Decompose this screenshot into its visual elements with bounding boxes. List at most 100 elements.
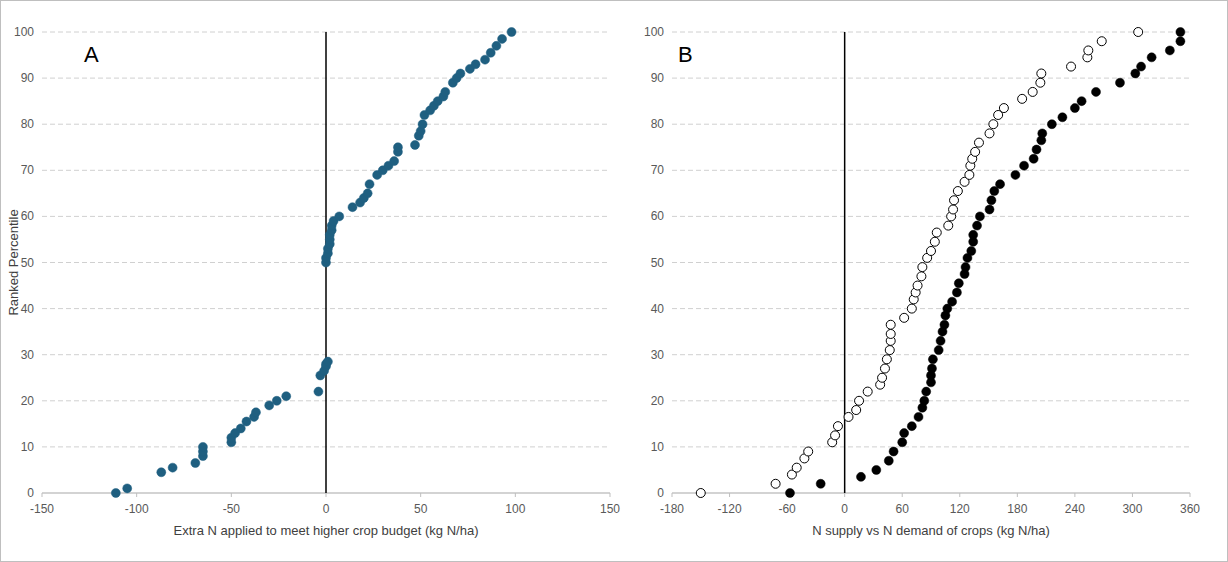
point (1036, 78, 1045, 87)
point (882, 355, 891, 364)
point (804, 447, 813, 456)
grid-line (672, 78, 1190, 79)
point (855, 396, 864, 405)
point (999, 104, 1008, 113)
point (1115, 78, 1124, 87)
x-tick (420, 493, 421, 497)
x-tick (1132, 493, 1133, 497)
point (1134, 28, 1143, 37)
point (696, 489, 705, 498)
x-tick (902, 493, 903, 497)
x-tick (1074, 493, 1075, 497)
point (930, 237, 939, 246)
point (844, 412, 853, 421)
point (886, 320, 895, 329)
plot-area (696, 28, 1185, 498)
point (1097, 37, 1106, 46)
point (886, 329, 895, 338)
x-tick-label: -150 (30, 502, 54, 516)
point (272, 396, 281, 405)
point (872, 465, 881, 474)
point (965, 170, 974, 179)
point (168, 463, 177, 472)
y-tick-label: 30 (651, 348, 665, 362)
y-axis-label: Ranked Percentile (6, 209, 21, 315)
point (1077, 97, 1086, 106)
y-tick-label: 20 (651, 394, 665, 408)
y-tick-label: 20 (21, 394, 35, 408)
point (918, 263, 927, 272)
point (123, 484, 132, 493)
point (985, 205, 994, 214)
point (498, 34, 507, 43)
point (363, 189, 372, 198)
point (900, 429, 909, 438)
point (928, 355, 937, 364)
point (913, 281, 922, 290)
x-tick (959, 493, 960, 497)
point (1047, 120, 1056, 129)
point (390, 157, 399, 166)
x-tick (672, 493, 673, 497)
point (1176, 37, 1185, 46)
point (880, 364, 889, 373)
figure: 0102030405060708090100-150-100-500501001… (0, 0, 1228, 562)
point (1020, 161, 1029, 170)
grid-line (672, 493, 1190, 494)
y-tick-label: 30 (21, 348, 35, 362)
point (989, 120, 998, 129)
point (251, 408, 260, 417)
point (785, 489, 794, 498)
point (922, 387, 931, 396)
point (878, 373, 887, 382)
point (1037, 69, 1046, 78)
y-tick-label: 100 (644, 25, 664, 39)
x-tick-label: 50 (414, 502, 428, 516)
x-tick (231, 493, 232, 497)
point (1032, 145, 1041, 154)
x-tick (1017, 493, 1018, 497)
point (1011, 170, 1020, 179)
point (1147, 53, 1156, 62)
point (927, 246, 936, 255)
point (1137, 62, 1146, 71)
grid-line (672, 32, 1190, 33)
point (898, 438, 907, 447)
point (927, 364, 936, 373)
point (323, 357, 332, 366)
point (920, 396, 929, 405)
point (831, 431, 840, 440)
point (471, 60, 480, 69)
grid-line (672, 446, 1190, 447)
y-tick-label: 50 (21, 256, 35, 270)
point (771, 479, 780, 488)
point (971, 147, 980, 156)
point (111, 489, 120, 498)
point (884, 456, 893, 465)
x-tick-label: 0 (841, 502, 848, 516)
x-tick-label: 120 (950, 502, 970, 516)
point (410, 140, 419, 149)
x-tick-label: 60 (896, 502, 910, 516)
point (1029, 154, 1038, 163)
point (950, 196, 959, 205)
point (948, 297, 957, 306)
x-axis-label: N supply vs N demand of crops (kg N/ha) (812, 523, 1050, 538)
point (418, 120, 427, 129)
point (889, 447, 898, 456)
point (900, 313, 909, 322)
point (949, 205, 958, 214)
point (792, 463, 801, 472)
x-tick (610, 493, 611, 497)
point (885, 346, 894, 355)
y-tick-label: 70 (21, 163, 35, 177)
y-tick-label: 60 (21, 209, 35, 223)
reference-line (844, 32, 846, 493)
x-axis-line (672, 493, 1190, 494)
point (335, 212, 344, 221)
point (1070, 104, 1079, 113)
grid-line (672, 262, 1190, 263)
x-tick-label: -60 (778, 502, 796, 516)
x-tick-label: 240 (1065, 502, 1085, 516)
y-tick-label: 0 (657, 486, 664, 500)
